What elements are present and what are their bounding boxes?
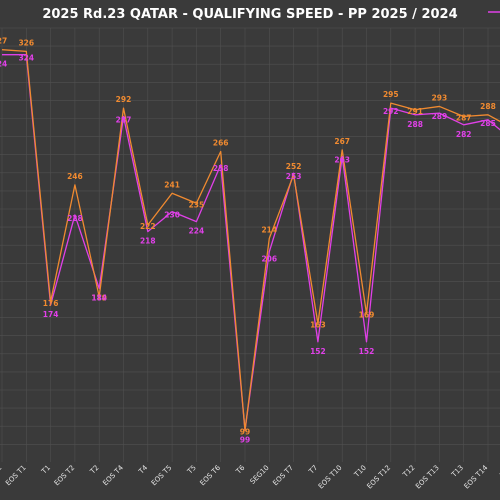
data-label: 252 bbox=[286, 162, 302, 171]
data-label: 263 bbox=[334, 156, 350, 165]
x-tick-label: EOS T14 bbox=[463, 463, 490, 490]
data-label: 282 bbox=[456, 130, 472, 139]
data-label: 184 bbox=[91, 293, 107, 302]
x-tick-label: EOS T1 bbox=[4, 464, 28, 488]
x-tick-label: EOS T7 bbox=[271, 464, 295, 488]
data-label: 288 bbox=[407, 120, 423, 129]
data-label: 285 bbox=[480, 119, 496, 128]
data-label: 292 bbox=[116, 95, 132, 104]
data-label: 246 bbox=[67, 172, 83, 181]
data-label: 176 bbox=[43, 299, 59, 308]
data-label: 214 bbox=[261, 225, 277, 234]
data-label: 267 bbox=[334, 137, 350, 146]
x-tick-label: EOS T12 bbox=[365, 464, 392, 491]
data-label: 288 bbox=[480, 102, 496, 111]
data-label: 295 bbox=[383, 90, 399, 99]
x-tick-label: T12 bbox=[401, 464, 417, 480]
data-label: 174 bbox=[43, 310, 59, 319]
data-label: 222 bbox=[140, 222, 156, 231]
x-tick-label: T10 bbox=[352, 464, 368, 480]
data-label: 241 bbox=[164, 180, 180, 189]
x-tick-label: SEG10 bbox=[249, 464, 271, 486]
data-label: 27 bbox=[0, 37, 7, 46]
data-label: 169 bbox=[359, 310, 375, 319]
data-label: 253 bbox=[286, 172, 302, 181]
data-label: 152 bbox=[310, 347, 326, 356]
x-tick-label: 1 bbox=[0, 464, 3, 473]
x-tick-label: EOS T4 bbox=[101, 463, 125, 487]
x-tick-label: T2 bbox=[88, 464, 101, 477]
x-tick-label: EOS T5 bbox=[150, 464, 174, 488]
grid bbox=[0, 27, 500, 462]
x-tick-label: EOS T13 bbox=[414, 464, 441, 491]
data-labels: 27 326 176 246 179 292 222 241 235 266 99 214 252 163… bbox=[0, 37, 496, 445]
x-tick-label: T14 bbox=[498, 463, 500, 479]
series-line-0 bbox=[1, 49, 500, 431]
x-tick-labels: 1 EOS T1 T1 EOS T2 T2 EOS T4 T4 EOS T5 T5 EOS T6 T… bbox=[0, 463, 500, 490]
data-label: 292 bbox=[383, 107, 399, 116]
data-label: 179 bbox=[91, 294, 107, 303]
data-label: 293 bbox=[432, 93, 448, 102]
data-label: 24 bbox=[0, 60, 7, 69]
data-label: 289 bbox=[432, 112, 448, 121]
x-tick-label: T4 bbox=[137, 463, 150, 476]
data-label: 224 bbox=[189, 227, 205, 236]
data-label: 291 bbox=[407, 107, 423, 116]
data-label: 230 bbox=[164, 211, 180, 220]
data-label: 228 bbox=[67, 214, 83, 223]
x-tick-label: T7 bbox=[307, 464, 320, 477]
series-line-1 bbox=[2, 54, 500, 431]
data-label: 326 bbox=[18, 38, 34, 47]
data-label: 324 bbox=[18, 54, 34, 63]
data-label: 206 bbox=[261, 255, 277, 264]
x-tick-label: EOS T6 bbox=[199, 463, 223, 487]
x-tick-label: T6 bbox=[234, 463, 247, 476]
x-tick-label: EOS T2 bbox=[53, 464, 77, 488]
data-label: 235 bbox=[189, 200, 205, 209]
series-lines bbox=[1, 49, 500, 431]
x-tick-label: T13 bbox=[449, 464, 465, 480]
data-label: 287 bbox=[116, 115, 132, 124]
x-tick-label: T1 bbox=[39, 464, 52, 477]
data-label: 287 bbox=[456, 113, 472, 122]
data-label: 163 bbox=[310, 320, 326, 329]
data-label: 99 bbox=[240, 435, 250, 444]
chart-title: 2025 Rd.23 QATAR - QUALIFYING SPEED - PP… bbox=[42, 7, 457, 22]
data-label: 258 bbox=[213, 164, 229, 173]
x-tick-label: T5 bbox=[185, 464, 198, 477]
data-label: 266 bbox=[213, 139, 229, 148]
x-tick-label: EOS T10 bbox=[317, 464, 344, 491]
data-label: 152 bbox=[359, 347, 375, 356]
data-label: 99 bbox=[240, 427, 250, 436]
data-label: 218 bbox=[140, 237, 156, 246]
